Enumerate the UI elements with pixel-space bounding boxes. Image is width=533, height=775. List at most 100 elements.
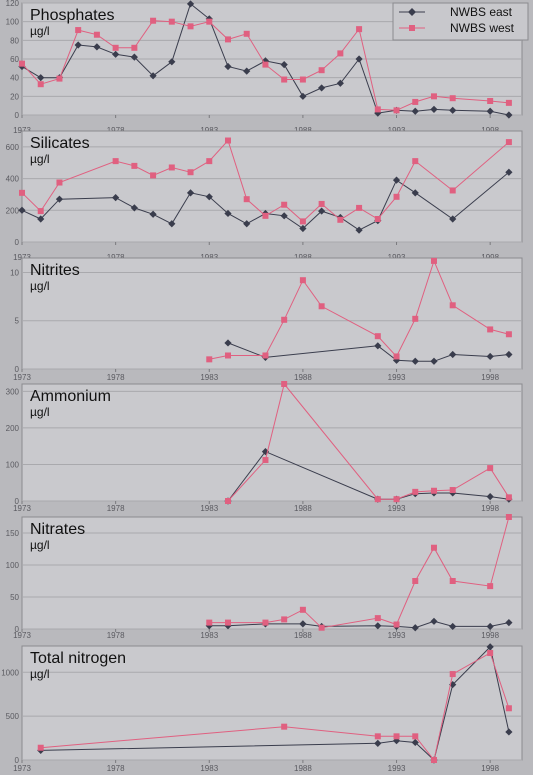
data-point — [336, 79, 344, 87]
y-tick-label: 80 — [10, 36, 19, 45]
data-point — [487, 98, 494, 104]
data-point — [280, 212, 288, 220]
x-tick-label: 1988 — [294, 764, 312, 773]
data-point — [206, 158, 213, 165]
data-point — [281, 316, 288, 323]
data-point — [374, 333, 381, 340]
y-tick-label: 10 — [10, 268, 19, 277]
data-point — [168, 18, 175, 25]
x-tick-label: 1993 — [388, 764, 406, 773]
data-point — [37, 81, 44, 88]
plot-area — [21, 383, 523, 502]
data-point — [449, 578, 456, 584]
data-point — [150, 172, 157, 179]
data-point — [449, 622, 457, 631]
legend-marker-west — [409, 25, 415, 31]
y-tick-label: 500 — [6, 712, 20, 721]
data-point — [505, 350, 513, 359]
data-point — [411, 624, 419, 632]
data-point — [281, 616, 288, 623]
data-point — [505, 514, 512, 520]
data-point — [318, 200, 325, 207]
data-point — [449, 95, 456, 102]
data-point — [487, 326, 494, 333]
data-point — [449, 187, 456, 194]
panel-unit: µg/l — [30, 538, 50, 552]
data-point — [299, 277, 306, 284]
data-point — [130, 53, 138, 61]
series-east — [224, 339, 513, 365]
series-west — [224, 381, 512, 504]
data-point — [261, 57, 270, 65]
y-tick-label: 300 — [6, 387, 20, 396]
data-point — [374, 216, 381, 223]
y-tick-label: 200 — [6, 206, 20, 215]
data-point — [430, 757, 437, 763]
data-point — [93, 43, 101, 51]
data-point — [281, 381, 288, 387]
data-point — [412, 315, 419, 322]
data-point — [392, 737, 401, 745]
data-point — [18, 206, 26, 214]
series-west — [206, 257, 512, 363]
series-line — [227, 382, 510, 502]
x-tick-label: 1978 — [107, 373, 125, 382]
data-point — [262, 457, 269, 464]
data-point — [186, 0, 195, 8]
data-point — [112, 50, 120, 58]
series-west — [19, 137, 512, 225]
data-point — [392, 176, 401, 184]
data-point — [131, 44, 138, 51]
data-point — [299, 606, 306, 613]
data-point — [356, 204, 363, 211]
data-point — [299, 620, 307, 628]
panel-title: Nitrites — [30, 262, 80, 279]
y-tick-label: 150 — [6, 529, 20, 538]
x-tick-label: 1973 — [13, 764, 31, 773]
data-point — [262, 352, 269, 359]
data-point — [487, 650, 494, 657]
data-point — [430, 544, 437, 551]
y-tick-label: 5 — [15, 317, 20, 326]
data-point — [449, 302, 456, 309]
data-point — [486, 352, 494, 361]
chart-panels: 020406080100120197319781983198819931998P… — [1, 0, 523, 773]
panel-1: 0200400600197319781983198819931998Silica… — [6, 130, 523, 262]
panel-5: 0 500 1000 1973 1978 1983 1988 1993 1998 Total ni… — [1, 643, 523, 773]
data-point — [224, 352, 231, 359]
data-point — [37, 215, 45, 223]
y-tick-label: 0 — [15, 365, 20, 374]
data-point — [505, 705, 512, 712]
data-point — [243, 220, 251, 228]
data-point — [487, 465, 494, 472]
data-point — [430, 257, 437, 264]
data-point — [411, 738, 419, 747]
data-point — [37, 744, 44, 751]
data-point — [412, 488, 419, 495]
y-tick-label: 60 — [10, 55, 19, 64]
panel-title: Total nitrogen — [30, 650, 126, 667]
panel-unit: µg/l — [30, 667, 50, 681]
series-west — [37, 650, 512, 763]
data-point — [131, 162, 138, 169]
data-point — [393, 193, 400, 200]
data-point — [411, 189, 419, 197]
data-point — [337, 50, 344, 57]
x-tick-label: 1978 — [107, 764, 125, 773]
x-tick-label: 1988 — [294, 373, 312, 382]
data-point — [281, 723, 288, 730]
data-point — [299, 218, 306, 225]
data-point — [299, 76, 306, 83]
x-tick-label: 1988 — [294, 631, 312, 640]
series-west — [206, 514, 512, 631]
data-point — [411, 107, 419, 115]
x-tick-label: 1983 — [200, 504, 218, 513]
data-point — [74, 41, 82, 49]
legend-marker-east — [408, 8, 416, 16]
x-tick-label: 1993 — [388, 631, 406, 640]
data-point — [205, 193, 213, 201]
plot-area — [21, 516, 523, 630]
data-point — [281, 201, 288, 208]
y-tick-label: 100 — [6, 561, 20, 570]
